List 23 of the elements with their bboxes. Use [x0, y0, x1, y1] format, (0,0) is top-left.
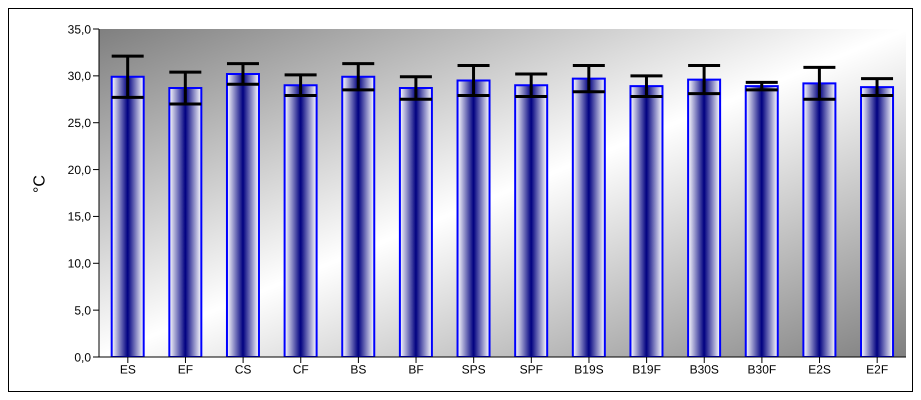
x-tick-label: EF	[178, 362, 194, 377]
y-tick-label: 35,0	[68, 22, 92, 36]
x-tick-label: BF	[408, 362, 424, 377]
y-axis-title: °C	[32, 175, 49, 193]
y-tick-label: 30,0	[68, 69, 92, 84]
x-tick-label: SPF	[520, 362, 543, 377]
y-tick-label: 15,0	[68, 210, 92, 224]
y-tick-label: 20,0	[68, 162, 92, 177]
x-tick-label: B19F	[632, 362, 661, 377]
y-tick-label: 10,0	[68, 256, 92, 271]
x-tick-label: E2F	[866, 362, 888, 377]
x-tick-label: B19S	[574, 362, 604, 377]
y-tick-label: 25,0	[68, 116, 92, 130]
x-tick-label: BS	[350, 362, 366, 377]
x-tick-label: CF	[292, 362, 309, 377]
x-tick-label: SPS	[462, 362, 486, 377]
x-tick-label: B30S	[690, 362, 719, 377]
y-tick-label: 0,0	[74, 350, 92, 364]
x-tick-label: CS	[234, 362, 252, 377]
x-tick-label: B30F	[748, 362, 776, 377]
y-tick-label: 5,0	[74, 303, 92, 318]
x-tick-label: E2S	[808, 362, 831, 377]
x-tick-label: ES	[120, 362, 136, 377]
